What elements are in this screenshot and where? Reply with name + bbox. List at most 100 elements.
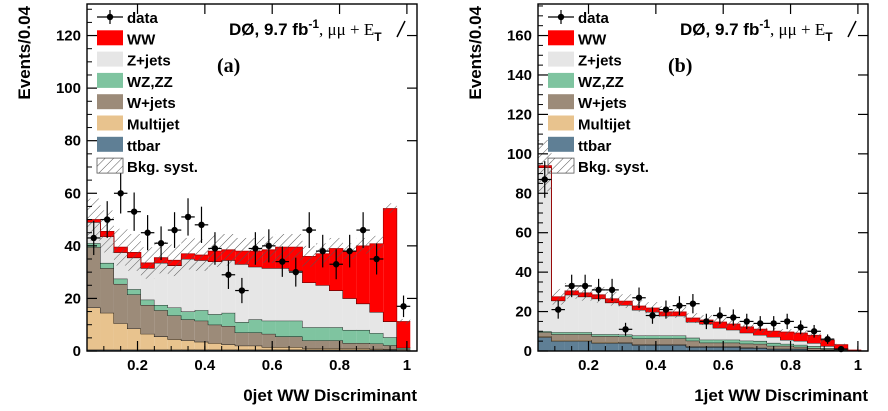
bar-wz-zz xyxy=(740,340,754,344)
bar-wz-zz xyxy=(686,337,700,341)
bar-ttbar xyxy=(780,349,794,351)
bar-wz-zz xyxy=(672,335,687,339)
legend-swatch-bkg-syst xyxy=(96,157,124,174)
bar-multijet xyxy=(591,342,606,344)
x-tick-label: 1 xyxy=(403,357,411,374)
data-point xyxy=(783,318,791,325)
data-point xyxy=(319,247,326,255)
y-tick-label: 160 xyxy=(507,28,532,45)
bar-wz-zz xyxy=(820,348,835,350)
bar-w-jets xyxy=(578,334,592,341)
bar-w-jets xyxy=(659,338,673,345)
bar-wz-zz xyxy=(551,332,565,335)
y-tick-label: 60 xyxy=(64,185,81,202)
bar-z-jets xyxy=(369,312,384,334)
bar-w-jets xyxy=(181,319,195,341)
legend-label-ww: WW xyxy=(127,31,156,48)
bar-multijet xyxy=(342,348,357,350)
data-point xyxy=(252,245,259,252)
bar-ttbar xyxy=(740,348,754,351)
bar-w-jets xyxy=(396,349,411,351)
data-point xyxy=(144,229,151,236)
bar-z-jets xyxy=(726,329,741,340)
legend-swatch-wz-zz xyxy=(548,72,574,88)
bar-multijet xyxy=(262,347,276,350)
bar-z-jets xyxy=(275,268,290,321)
bar-multijet xyxy=(181,340,195,350)
x-tick-label: 0.4 xyxy=(645,357,667,374)
data-point xyxy=(649,312,656,319)
bar-z-jets xyxy=(807,343,821,347)
y-tick-label: 20 xyxy=(515,304,532,321)
bar-ttbar xyxy=(672,345,687,351)
legend-swatch-multijet xyxy=(548,115,574,131)
experiment-label: DØ, 9.7 fb-1, μμ + ET xyxy=(680,17,833,44)
legend-label-w-jets: W+jets xyxy=(127,95,176,112)
bar-wz-zz xyxy=(659,335,673,339)
bar-ww xyxy=(396,321,411,348)
bar-ww xyxy=(807,335,821,344)
legend-swatch-wz-zz xyxy=(97,72,123,88)
bar-w-jets xyxy=(632,338,646,345)
data-point xyxy=(90,234,97,242)
bar-w-jets xyxy=(820,349,835,351)
bar-multijet xyxy=(551,340,565,342)
legend-label-wz-zz: WZ,ZZ xyxy=(127,74,173,91)
bar-z-jets xyxy=(248,266,263,320)
plot-frame xyxy=(537,3,869,352)
x-axis-label: 0jet WW Discriminant xyxy=(243,386,417,405)
y-tick-label: 80 xyxy=(515,185,532,202)
x-tick-label: 0.4 xyxy=(194,357,216,374)
legend-label-wz-zz: WZ,ZZ xyxy=(578,74,624,91)
bar-z-jets xyxy=(753,335,767,341)
x-tick-label: 0.6 xyxy=(262,357,283,374)
y-tick-label: 120 xyxy=(507,106,532,123)
bar-w-jets xyxy=(740,343,754,348)
bar-multijet xyxy=(275,347,290,350)
bar-wz-zz xyxy=(591,334,606,337)
data-point xyxy=(198,221,205,229)
bar-z-jets xyxy=(383,321,397,338)
bar-w-jets xyxy=(302,340,316,349)
bar-w-jets xyxy=(329,340,343,349)
legend-swatch-bkg-syst xyxy=(547,157,575,174)
bar-w-jets xyxy=(154,310,168,337)
syst-band xyxy=(780,329,794,336)
bar-ttbar xyxy=(753,348,767,351)
bar-w-jets xyxy=(221,326,236,345)
bar-wz-zz xyxy=(713,339,727,343)
panel-b: 0.2 0.4 0.6 0.8 1 0 20 40 60 80 100 120 140 160 1jet W… xyxy=(466,3,869,405)
bar-w-jets xyxy=(605,336,619,343)
met-slash xyxy=(847,20,857,38)
bar-z-jets xyxy=(618,305,633,335)
data-point xyxy=(157,240,165,247)
legend-swatch-ttbar xyxy=(548,136,574,152)
bar-z-jets xyxy=(578,296,592,333)
bar-ww xyxy=(342,251,357,299)
x-tick-label: 0.6 xyxy=(713,357,734,374)
bar-z-jets xyxy=(315,285,330,328)
bar-multijet xyxy=(194,341,209,350)
bar-multijet xyxy=(113,323,128,350)
data-point xyxy=(541,176,548,183)
legend-label-multijet: Multijet xyxy=(578,117,631,134)
bar-wz-zz xyxy=(235,322,249,333)
data-point xyxy=(104,216,111,223)
met-slash xyxy=(396,20,406,38)
bar-multijet xyxy=(605,342,619,344)
data-point xyxy=(716,312,724,319)
bar-ttbar xyxy=(605,343,619,351)
bar-w-jets xyxy=(699,342,714,347)
y-tick-label: 80 xyxy=(64,133,81,150)
bar-multijet xyxy=(140,333,155,350)
legend-swatch-z-jets xyxy=(548,51,574,67)
bar-z-jets xyxy=(766,337,781,343)
y-axis-label: Events/0.04 xyxy=(15,5,34,99)
panel-label: (b) xyxy=(668,55,692,77)
bar-z-jets xyxy=(564,294,579,333)
bar-ttbar xyxy=(578,341,592,351)
bar-wz-zz xyxy=(221,312,236,327)
bar-multijet xyxy=(208,343,222,350)
bar-wz-zz xyxy=(315,327,330,341)
legend-label-z-jets: Z+jets xyxy=(127,53,171,70)
